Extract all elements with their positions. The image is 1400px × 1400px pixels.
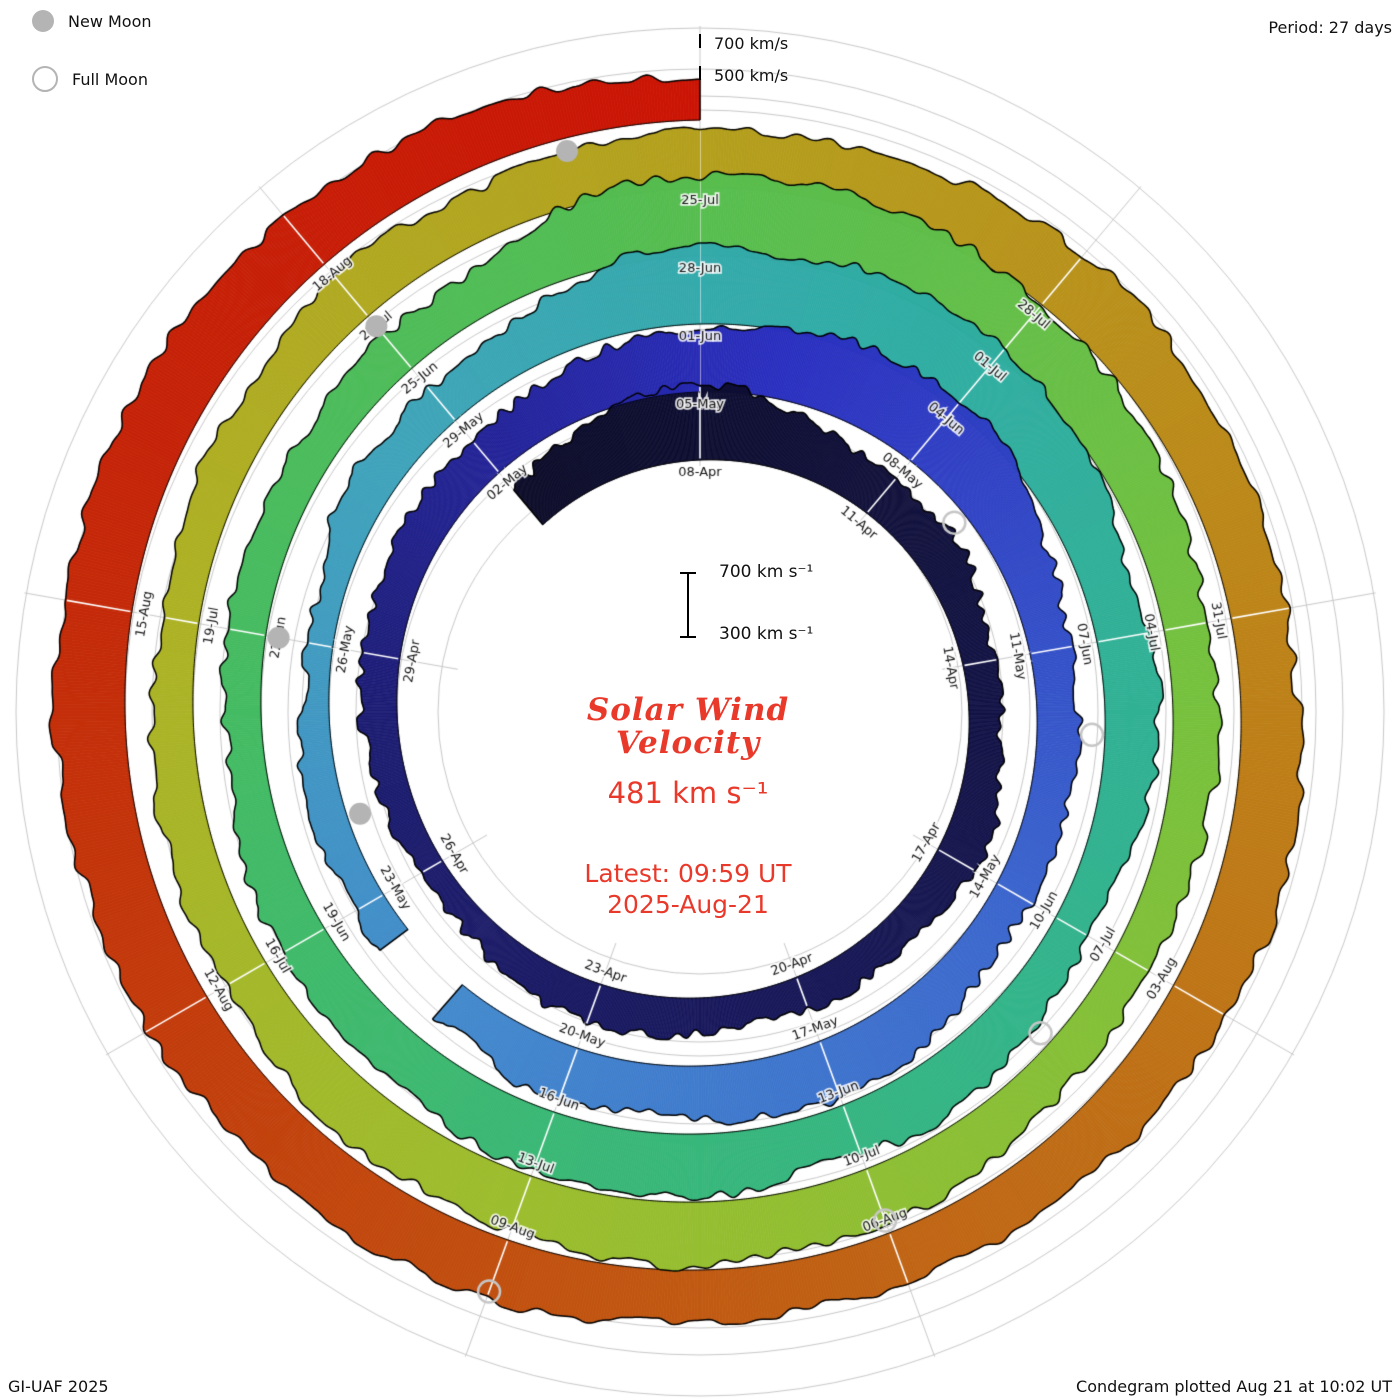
latest-date-line: 2025-Aug-21 xyxy=(607,890,769,920)
latest-timestamp: Latest: 09:59 UT 2025-Aug-21 xyxy=(0,858,1376,921)
radial-tick-500 xyxy=(699,66,701,80)
radial-label-500: 500 km/s xyxy=(714,66,789,85)
credit-left: GI-UAF 2025 xyxy=(8,1377,109,1396)
period-label: Period: 27 days xyxy=(1268,18,1392,37)
chart-title-line1: Solar Wind xyxy=(586,692,790,728)
current-velocity-value: 481 km s⁻¹ xyxy=(607,776,769,810)
radial-tick-700 xyxy=(699,34,701,48)
full-moon-label: Full Moon xyxy=(72,69,148,89)
scale-bar-top-cap xyxy=(680,572,696,574)
chart-title-line2: Velocity xyxy=(615,725,761,762)
scale-top-label: 700 km s⁻¹ xyxy=(719,562,814,582)
legend-full-moon: Full Moon xyxy=(32,66,148,92)
scale-bottom-label: 300 km s⁻¹ xyxy=(719,624,814,644)
legend-new-moon: New Moon xyxy=(32,10,152,32)
new-moon-icon xyxy=(32,10,54,32)
latest-time-line: Latest: 09:59 UT xyxy=(584,859,792,888)
radial-label-700: 700 km/s xyxy=(714,34,789,53)
new-moon-label: New Moon xyxy=(68,11,152,31)
scale-bar-bottom-cap xyxy=(680,636,696,638)
credit-right: Condegram plotted Aug 21 at 10:02 UT xyxy=(1076,1377,1392,1396)
full-moon-icon xyxy=(32,66,58,92)
scale-bar xyxy=(687,572,689,638)
chart-title: Solar Wind Velocity xyxy=(0,692,1376,762)
